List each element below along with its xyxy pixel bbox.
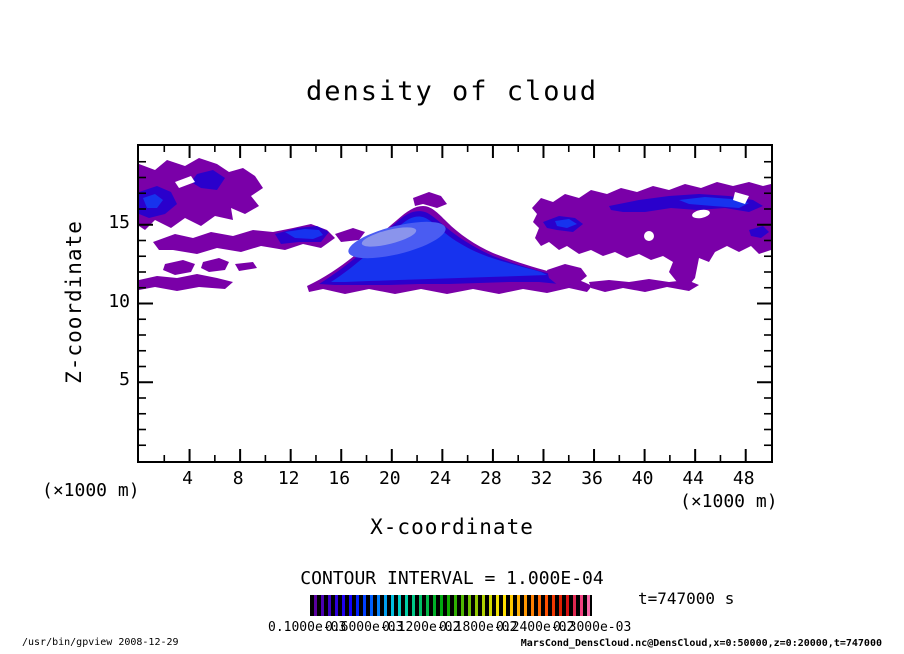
colorbar-stripe — [384, 595, 387, 616]
y-tick-label: 15 — [108, 211, 130, 233]
cloud-lump-b — [201, 258, 229, 272]
x-tick-label: 12 — [277, 468, 300, 489]
x-tick-label: 8 — [232, 468, 244, 489]
colorbar-stripe — [475, 595, 478, 616]
colorbar-tick-label: 0.6000e-03 — [325, 620, 404, 635]
colorbar-tick-label: 0.1800e-02 — [439, 620, 518, 635]
cloud-right-hole-2 — [644, 231, 654, 241]
colorbar-stripe — [433, 595, 436, 616]
colorbar-stripe — [503, 595, 506, 616]
colorbar-tick-label: 0.1000e-03 — [268, 620, 347, 635]
colorbar-stripe — [391, 595, 394, 616]
contour-interval-text: CONTOUR INTERVAL = 1.000E-04 — [300, 568, 604, 589]
colorbar-stripe — [587, 595, 590, 616]
x-tick-label: 28 — [480, 468, 502, 489]
contour-plot-area — [139, 146, 771, 461]
colorbar-stripe — [370, 595, 373, 616]
colorbar-stripe — [482, 595, 485, 616]
cloud-lump-a — [163, 260, 195, 275]
x-tick-label: 44 — [682, 468, 704, 489]
cloud-band-blue — [285, 229, 323, 239]
colorbar-stripe — [566, 595, 569, 616]
cloud-lump-c — [235, 262, 257, 271]
colorbar-stripe — [398, 595, 401, 616]
cloud-topleft-hole — [175, 176, 195, 188]
cloud-lens-ridge — [335, 228, 365, 242]
cloud-lens-cap — [413, 192, 447, 208]
colorbar-stripe — [573, 595, 576, 616]
x-tick-label: 48 — [732, 468, 755, 489]
x-tick-label: 40 — [631, 468, 654, 489]
cloud-topleft-darkblue2 — [191, 170, 225, 190]
colorbar-stripe — [314, 595, 317, 616]
colorbar-stripe — [405, 595, 408, 616]
x-tick-label: 24 — [429, 468, 452, 489]
cloud-right-blue-left — [555, 219, 577, 228]
colorbar-stripe — [342, 595, 345, 616]
plot-frame — [137, 144, 773, 463]
x-axis-unit-right: (×1000 m) — [680, 491, 778, 512]
x-tick-label: 16 — [328, 468, 351, 489]
colorbar-stripe — [454, 595, 457, 616]
colorbar — [310, 595, 592, 616]
cloud-right-hole-3 — [733, 192, 749, 204]
cloud-lens-blue — [331, 216, 547, 282]
colorbar-stripe — [349, 595, 352, 616]
colorbar-stripe — [426, 595, 429, 616]
colorbar-stripe — [510, 595, 513, 616]
cloud-right-darkblue-small — [749, 226, 769, 238]
colorbar-stripe — [531, 595, 534, 616]
cloud-lens-core-bright — [361, 227, 417, 247]
x-axis-unit-left: (×1000 m) — [42, 480, 140, 501]
colorbar-stripe — [412, 595, 415, 616]
cloud-bottomstrip-left — [139, 274, 233, 291]
cloud-topleft-purple — [139, 158, 263, 230]
colorbar-stripe — [517, 595, 520, 616]
cloud-right-hole-1 — [692, 209, 710, 219]
footer-program-date: /usr/bin/gpview 2008-12-29 — [22, 637, 179, 648]
chart-title: density of cloud — [305, 76, 599, 107]
y-tick-label: 10 — [108, 290, 130, 312]
colorbar-stripe — [321, 595, 324, 616]
axis-ticks — [139, 146, 771, 461]
cloud-contours — [139, 158, 771, 294]
colorbar-stripe — [356, 595, 359, 616]
colorbar-stripe — [559, 595, 562, 616]
time-annotation: t=747000 s — [638, 589, 735, 608]
x-axis-title: X-coordinate — [370, 515, 534, 539]
colorbar-stripe — [377, 595, 380, 616]
colorbar-stripe — [524, 595, 527, 616]
x-tick-label: 4 — [182, 468, 193, 489]
colorbar-stripe — [419, 595, 422, 616]
colorbar-stripe — [328, 595, 331, 616]
colorbar-stripe — [545, 595, 548, 616]
colorbar-tick-label: 0.1200e-02 — [382, 620, 461, 635]
colorbar-stripe — [496, 595, 499, 616]
colorbar-stripe — [447, 595, 450, 616]
colorbar-stripe — [335, 595, 338, 616]
cloud-right-blue-streak — [679, 197, 749, 208]
x-tick-label: 32 — [530, 468, 553, 489]
y-tick-label: 5 — [119, 369, 130, 391]
colorbar-tick-label: 0.2400e-02 — [496, 620, 575, 635]
x-tick-label: 20 — [378, 468, 401, 489]
x-tick-label: 36 — [581, 468, 603, 489]
colorbar-tick-label: 0.3000e-03 — [553, 620, 632, 635]
cloud-right-lowblob — [547, 264, 587, 286]
colorbar-stripe — [468, 595, 471, 616]
colorbar-stripe — [538, 595, 541, 616]
colorbar-stripe — [580, 595, 583, 616]
colorbar-stripe — [461, 595, 464, 616]
cloud-lens-tail — [589, 279, 699, 292]
colorbar-stripe — [363, 595, 366, 616]
colorbar-stripe — [440, 595, 443, 616]
footer-source-path: MarsCond_DensCloud.nc@DensCloud,x=0:5000… — [520, 638, 882, 649]
colorbar-stripe — [552, 595, 555, 616]
colorbar-stripe — [489, 595, 492, 616]
cloud-topleft-blue — [143, 194, 163, 208]
